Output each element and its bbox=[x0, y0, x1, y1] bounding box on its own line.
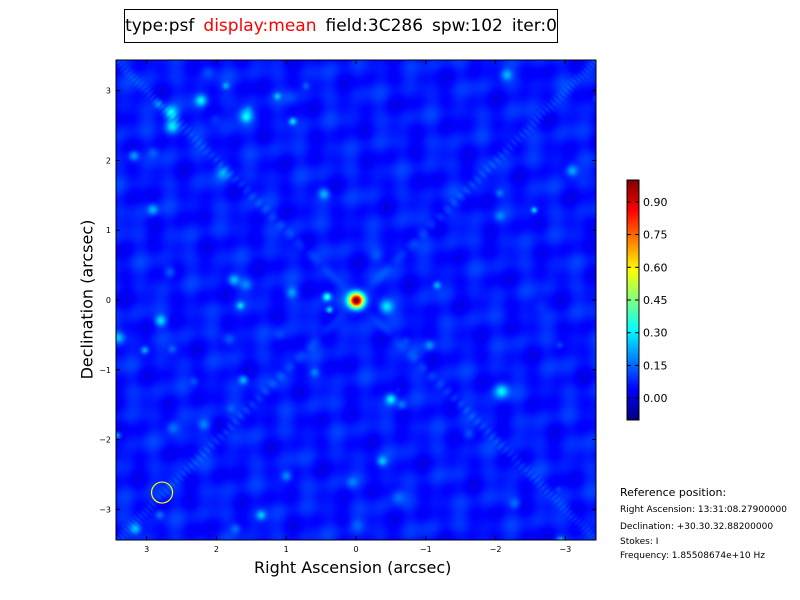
colorbar-tick-label: 0.60 bbox=[643, 261, 668, 274]
x-tick-label: −3 bbox=[559, 545, 571, 554]
region-circle[interactable] bbox=[150, 481, 174, 504]
x-tick-label: −1 bbox=[420, 545, 432, 554]
reference-stokes: Stokes: I bbox=[620, 537, 659, 547]
y-tick-label: 1 bbox=[106, 226, 111, 235]
x-tick-label: 0 bbox=[353, 545, 358, 554]
x-tick-label: 1 bbox=[284, 545, 289, 554]
colorbar-tick-label: 0.30 bbox=[643, 327, 668, 340]
x-axis-label: Right Ascension (arcsec) bbox=[254, 558, 452, 577]
title-field: field:3C286 bbox=[325, 16, 424, 36]
y-tick-label: −1 bbox=[99, 366, 111, 375]
y-tick-label: 2 bbox=[106, 156, 111, 165]
title-type: type:psf bbox=[125, 16, 195, 36]
y-tick-label: −2 bbox=[99, 436, 111, 445]
reference-dec: Declination: +30.30.32.88200000 bbox=[620, 522, 774, 532]
colorbar-tick-label: 0.00 bbox=[643, 392, 668, 405]
plot-title-box: type:psf display:mean field:3C286 spw:10… bbox=[124, 9, 558, 43]
colorbar-gradient bbox=[627, 180, 639, 420]
psf-image[interactable] bbox=[116, 60, 596, 540]
title-iter: iter:0 bbox=[511, 16, 557, 36]
colorbar-tick-label: 0.90 bbox=[643, 196, 668, 209]
y-tick-label: −3 bbox=[99, 505, 111, 514]
colorbar-tick-label: 0.75 bbox=[643, 229, 668, 242]
x-tick-label: 3 bbox=[144, 545, 149, 554]
reference-ra: Right Ascension: 13:31:08.27900000 bbox=[620, 505, 787, 515]
colorbar-tick-label: 0.45 bbox=[643, 294, 668, 307]
title-spw: spw:102 bbox=[432, 16, 503, 36]
y-axis-label: Declination (arcsec) bbox=[77, 219, 97, 380]
y-tick-label: 3 bbox=[106, 87, 111, 96]
colorbar-tick-label: 0.15 bbox=[643, 359, 668, 372]
title-display: display:mean bbox=[203, 16, 317, 36]
x-tick-label: −2 bbox=[490, 545, 502, 554]
reference-frequency: Frequency: 1.85508674e+10 Hz bbox=[620, 551, 766, 561]
x-tick-label: 2 bbox=[214, 545, 219, 554]
y-tick-label: 0 bbox=[106, 296, 111, 305]
reference-heading: Reference position: bbox=[620, 486, 727, 499]
